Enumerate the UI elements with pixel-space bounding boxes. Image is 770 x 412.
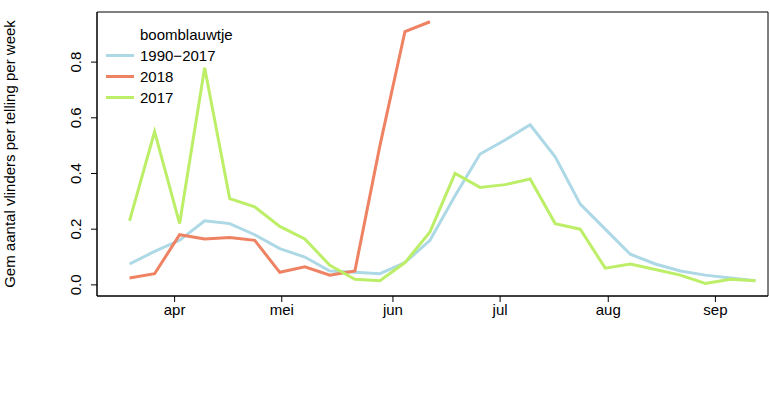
svg-text:jul: jul	[492, 301, 508, 318]
html-text:2017: 2017	[140, 89, 174, 106]
svg-text:Gem aantal vlinders per tellin: Gem aantal vlinders per telling per week	[8, 20, 18, 288]
svg-text:0.6: 0.6	[67, 107, 84, 128]
svg-text:mei: mei	[270, 301, 294, 318]
svg-text:jun: jun	[382, 301, 403, 318]
svg-text:aug: aug	[596, 301, 621, 318]
html-text:2018: 2018	[140, 68, 174, 85]
svg-text:0.0: 0.0	[67, 274, 84, 295]
svg-text:0.8: 0.8	[67, 52, 84, 73]
html-text:1990−2017: 1990−2017	[140, 47, 216, 64]
html-text:boomblauwtje: boomblauwtje	[140, 26, 233, 43]
svg-text:0.2: 0.2	[67, 219, 84, 240]
svg-text:apr: apr	[164, 301, 186, 318]
svg-text:0.4: 0.4	[67, 163, 84, 184]
svg-text:sep: sep	[703, 301, 727, 318]
